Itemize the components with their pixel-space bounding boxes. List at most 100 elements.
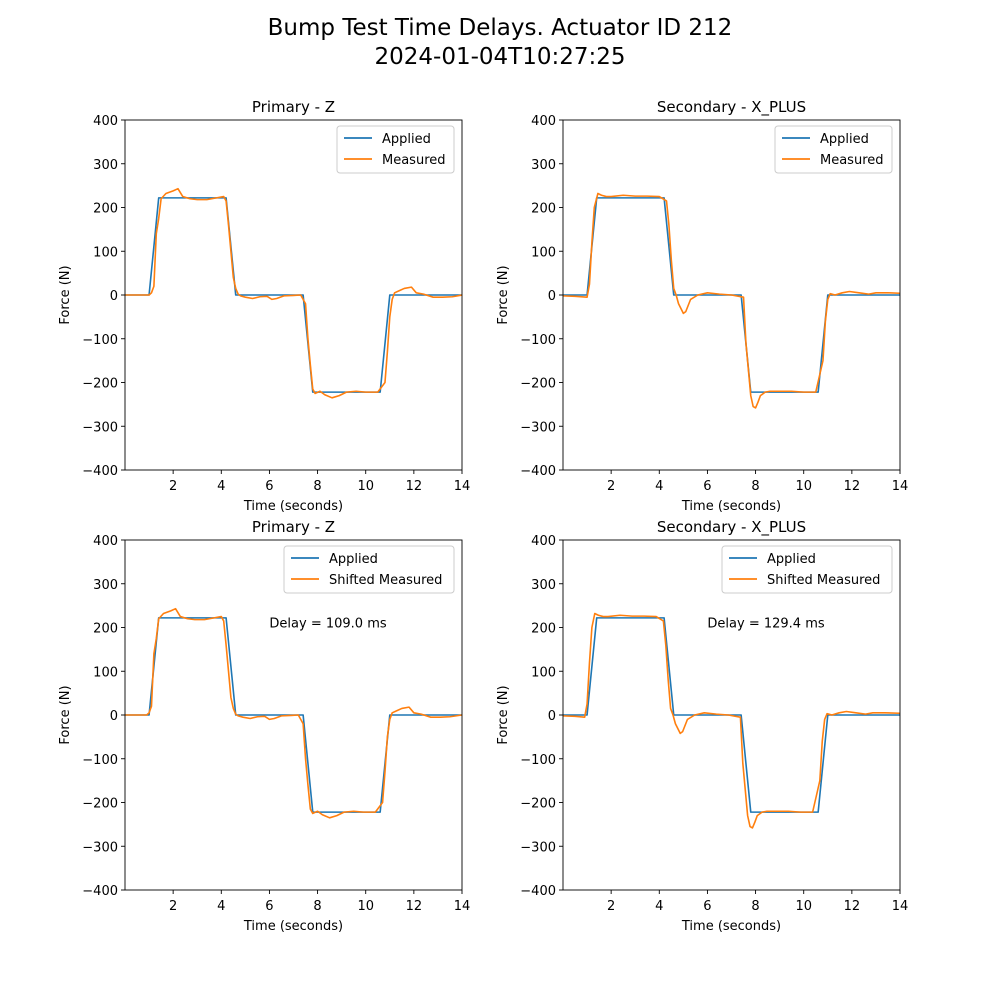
x-tick-label: 2 <box>607 479 615 494</box>
y-tick-label: −100 <box>82 753 118 768</box>
legend-entry: Shifted Measured <box>767 573 880 588</box>
y-tick-label: −200 <box>82 797 118 812</box>
y-tick-label: −100 <box>82 333 118 348</box>
series-line-shifted-measured <box>125 607 462 819</box>
x-axis-label: Time (seconds) <box>243 499 343 514</box>
y-tick-label: −100 <box>520 333 556 348</box>
subplot-1: Primary - Z 2 4 6 8 10 12 14 −400 −300 −200 −100 0 10… <box>58 98 470 514</box>
y-tick-label: 200 <box>93 622 118 637</box>
y-tick-label: −300 <box>520 840 556 855</box>
figure-title-line1: Bump Test Time Delays. Actuator ID 212 <box>267 15 733 41</box>
x-tick-label: 4 <box>217 479 225 494</box>
delay-annotation: Delay = 109.0 ms <box>269 617 386 632</box>
plot-area <box>125 187 462 399</box>
series-line-applied <box>563 617 900 813</box>
delay-annotation: Delay = 129.4 ms <box>707 617 824 632</box>
x-tick-label: 8 <box>313 899 321 914</box>
x-tick-label: 8 <box>751 479 759 494</box>
y-tick-label: 0 <box>110 289 118 304</box>
x-tick-label: 6 <box>703 479 711 494</box>
y-tick-label: 100 <box>531 245 556 260</box>
y-axis-label: Force (N) <box>58 265 73 324</box>
subplot-2: Secondary - X_PLUS 2 4 6 8 10 12 14 −400 −300 −200… <box>496 98 908 514</box>
y-tick-label: 400 <box>93 114 118 129</box>
x-tick-label: 12 <box>844 479 861 494</box>
x-tick-label: 10 <box>795 479 812 494</box>
x-tick-label: 10 <box>795 899 812 914</box>
y-tick-label: 200 <box>531 622 556 637</box>
y-tick-label: 200 <box>93 202 118 217</box>
y-tick-label: −200 <box>82 377 118 392</box>
series-line-applied <box>125 197 462 393</box>
x-tick-label: 12 <box>406 479 423 494</box>
y-tick-label: −200 <box>520 377 556 392</box>
y-tick-label: −300 <box>520 420 556 435</box>
y-tick-label: −300 <box>82 840 118 855</box>
x-axis-label: Time (seconds) <box>243 919 343 934</box>
y-tick-label: −400 <box>82 464 118 479</box>
y-tick-label: 300 <box>93 158 118 173</box>
y-axis-label: Force (N) <box>58 685 73 744</box>
x-tick-label: 2 <box>169 479 177 494</box>
y-tick-label: −400 <box>520 884 556 899</box>
x-tick-label: 2 <box>607 899 615 914</box>
x-axis-label: Time (seconds) <box>681 499 781 514</box>
series-line-measured <box>563 192 900 409</box>
y-tick-label: 200 <box>531 202 556 217</box>
y-tick-label: 100 <box>531 665 556 680</box>
legend-entry: Shifted Measured <box>329 573 442 588</box>
y-tick-label: 0 <box>548 289 556 304</box>
y-axis-label: Force (N) <box>496 685 511 744</box>
x-tick-label: 4 <box>655 479 663 494</box>
x-tick-label: 8 <box>751 899 759 914</box>
subplot-title: Secondary - X_PLUS <box>657 518 806 537</box>
y-tick-label: 300 <box>93 578 118 593</box>
legend-entry: Applied <box>767 552 816 567</box>
x-tick-label: 14 <box>892 899 909 914</box>
x-tick-label: 6 <box>265 899 273 914</box>
plot-area <box>563 192 900 409</box>
x-tick-label: 10 <box>357 479 374 494</box>
y-tick-label: −200 <box>520 797 556 812</box>
x-tick-label: 2 <box>169 899 177 914</box>
plot-area <box>563 612 900 829</box>
y-tick-label: 100 <box>93 665 118 680</box>
y-tick-label: 0 <box>110 709 118 724</box>
x-tick-label: 12 <box>844 899 861 914</box>
x-tick-label: 6 <box>265 479 273 494</box>
plot-area <box>125 607 462 819</box>
legend-box <box>721 545 893 594</box>
y-tick-label: 300 <box>531 158 556 173</box>
y-tick-label: 100 <box>93 245 118 260</box>
subplot-3: Primary - Z 2 4 6 8 10 12 14 −400 −300 −200 −100 0 10… <box>58 518 470 934</box>
legend-entry: Applied <box>820 132 869 147</box>
legend: Applied Shifted Measured <box>721 545 893 594</box>
x-axis-label: Time (seconds) <box>681 919 781 934</box>
subplot-title: Primary - Z <box>252 98 335 116</box>
subplot-title: Primary - Z <box>252 518 335 536</box>
y-tick-label: −100 <box>520 753 556 768</box>
y-tick-label: 300 <box>531 578 556 593</box>
x-tick-label: 10 <box>357 899 374 914</box>
y-tick-label: 400 <box>531 114 556 129</box>
x-tick-label: 14 <box>454 479 471 494</box>
y-axis-label: Force (N) <box>496 265 511 324</box>
y-tick-label: 400 <box>531 534 556 549</box>
subplot-title: Secondary - X_PLUS <box>657 98 806 117</box>
legend: Applied Measured <box>336 125 455 174</box>
y-tick-label: −300 <box>82 420 118 435</box>
y-tick-label: −400 <box>82 884 118 899</box>
y-tick-label: 400 <box>93 534 118 549</box>
figure-title-line2: 2024-01-04T10:27:25 <box>374 44 626 70</box>
y-tick-label: −400 <box>520 464 556 479</box>
legend: Applied Shifted Measured <box>283 545 455 594</box>
subplot-4: Secondary - X_PLUS 2 4 6 8 10 12 14 −400 −300 −200… <box>496 518 908 934</box>
legend-box <box>283 545 455 594</box>
y-tick-label: 0 <box>548 709 556 724</box>
legend-entry: Measured <box>820 153 884 168</box>
x-tick-label: 14 <box>892 479 909 494</box>
x-tick-label: 8 <box>313 479 321 494</box>
series-line-shifted-measured <box>563 612 900 829</box>
x-tick-label: 4 <box>217 899 225 914</box>
